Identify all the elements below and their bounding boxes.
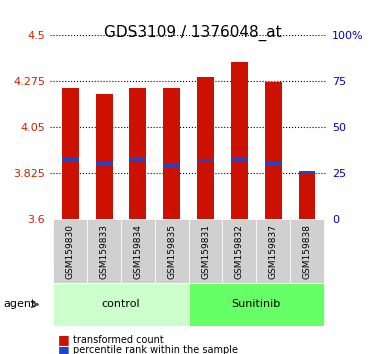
- Text: Sunitinib: Sunitinib: [232, 299, 281, 309]
- Bar: [298, 171, 315, 174]
- Bar: [96, 94, 112, 219]
- Text: transformed count: transformed count: [73, 335, 164, 345]
- Text: agent: agent: [4, 299, 36, 309]
- Bar: [231, 158, 248, 161]
- Text: GSM159831: GSM159831: [201, 224, 210, 279]
- Bar: [62, 158, 79, 161]
- Text: GSM159832: GSM159832: [235, 224, 244, 279]
- FancyBboxPatch shape: [256, 219, 290, 283]
- Bar: [96, 161, 112, 165]
- FancyBboxPatch shape: [54, 283, 189, 326]
- Bar: [163, 164, 180, 167]
- Text: ■: ■: [58, 344, 70, 354]
- Text: GSM159830: GSM159830: [66, 224, 75, 279]
- Bar: [129, 158, 146, 161]
- Bar: [231, 62, 248, 219]
- FancyBboxPatch shape: [223, 219, 256, 283]
- FancyBboxPatch shape: [290, 219, 324, 283]
- FancyBboxPatch shape: [189, 283, 324, 326]
- Text: percentile rank within the sample: percentile rank within the sample: [73, 346, 238, 354]
- Bar: [265, 82, 281, 219]
- Bar: [298, 175, 315, 219]
- FancyBboxPatch shape: [87, 219, 121, 283]
- Text: GSM159837: GSM159837: [269, 224, 278, 279]
- FancyBboxPatch shape: [54, 219, 87, 283]
- Text: GSM159838: GSM159838: [303, 224, 311, 279]
- Text: GSM159833: GSM159833: [100, 224, 109, 279]
- Bar: [197, 77, 214, 219]
- Bar: [62, 87, 79, 219]
- Text: GSM159834: GSM159834: [134, 224, 142, 279]
- FancyBboxPatch shape: [121, 219, 155, 283]
- Text: ■: ■: [58, 333, 70, 346]
- Text: GDS3109 / 1376048_at: GDS3109 / 1376048_at: [104, 25, 281, 41]
- Text: GSM159835: GSM159835: [167, 224, 176, 279]
- Text: control: control: [102, 299, 141, 309]
- Bar: [163, 87, 180, 219]
- Bar: [265, 161, 281, 165]
- FancyBboxPatch shape: [189, 219, 223, 283]
- FancyBboxPatch shape: [155, 219, 189, 283]
- Bar: [197, 159, 214, 162]
- Bar: [129, 87, 146, 219]
